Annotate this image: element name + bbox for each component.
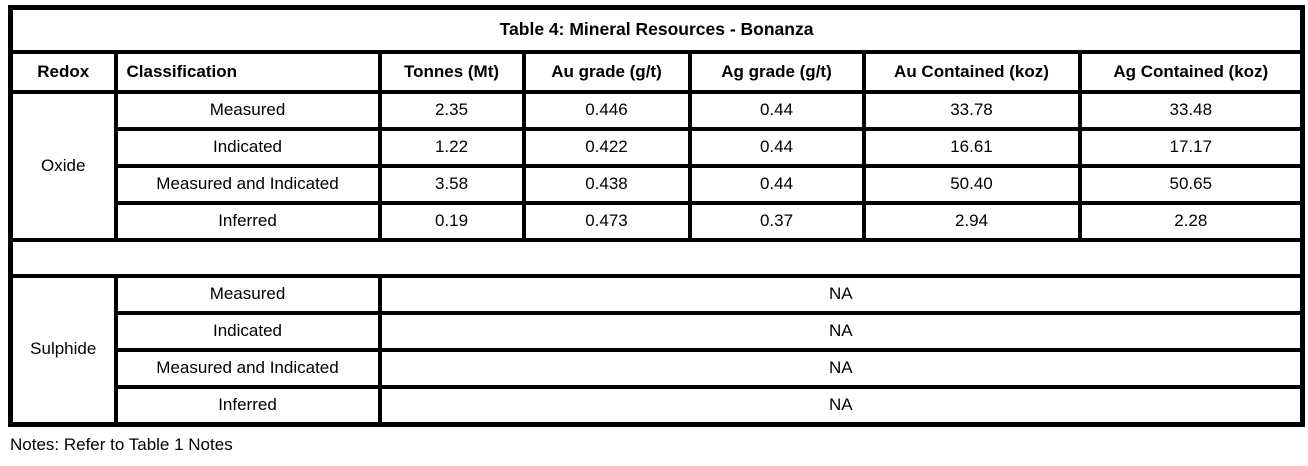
au-contained-cell: 50.40 bbox=[861, 164, 1082, 205]
ag-grade-cell: 0.44 bbox=[687, 164, 866, 205]
classification-cell: Inferred bbox=[113, 201, 382, 242]
col-header-ag-contained: Ag Contained (koz) bbox=[1077, 50, 1305, 94]
table-row-sulphide-measured-and-indicated: Measured and Indicated NA bbox=[11, 348, 1305, 389]
redox-cell-oxide: Oxide bbox=[8, 90, 118, 242]
col-header-classification: Classification bbox=[113, 50, 382, 94]
tonnes-cell: 2.35 bbox=[377, 90, 526, 131]
col-header-ag-grade: Ag grade (g/t) bbox=[687, 50, 866, 94]
classification-cell: Measured and Indicated bbox=[113, 348, 382, 389]
col-header-tonnes: Tonnes (Mt) bbox=[377, 50, 526, 94]
table-title: Table 4: Mineral Resources - Bonanza bbox=[8, 5, 1305, 54]
na-merged-cell: NA bbox=[377, 311, 1305, 352]
au-grade-cell: 0.422 bbox=[521, 127, 692, 168]
classification-cell: Measured bbox=[113, 90, 382, 131]
classification-cell: Indicated bbox=[113, 311, 382, 352]
col-header-au-grade: Au grade (g/t) bbox=[521, 50, 692, 94]
au-grade-cell: 0.473 bbox=[521, 201, 692, 242]
classification-cell: Measured and Indicated bbox=[113, 164, 382, 205]
na-merged-cell: NA bbox=[377, 385, 1305, 426]
col-header-au-contained: Au Contained (koz) bbox=[861, 50, 1082, 94]
separator-cell bbox=[8, 238, 1305, 278]
table-row-sulphide-indicated: Indicated NA bbox=[11, 311, 1305, 352]
na-merged-cell: NA bbox=[377, 274, 1305, 315]
table-row-sulphide-measured: Sulphide Measured NA bbox=[8, 274, 1305, 426]
table-row-oxide-inferred: Inferred 0.19 0.473 0.37 2.94 2.28 bbox=[11, 201, 1305, 242]
ag-grade-cell: 0.37 bbox=[687, 201, 866, 242]
ag-contained-cell: 2.28 bbox=[1077, 201, 1305, 242]
ag-contained-cell: 50.65 bbox=[1077, 164, 1305, 205]
au-contained-cell: 16.61 bbox=[861, 127, 1082, 168]
na-merged-cell: NA bbox=[377, 348, 1305, 389]
classification-cell: Inferred bbox=[113, 385, 382, 426]
title-row: Table 4: Mineral Resources - Bonanza bbox=[8, 5, 1305, 54]
classification-cell: Indicated bbox=[113, 127, 382, 168]
separator-row bbox=[8, 238, 1305, 278]
ag-contained-cell: 33.48 bbox=[1077, 90, 1305, 131]
tonnes-cell: 3.58 bbox=[377, 164, 526, 205]
header-row: Redox Classification Tonnes (Mt) Au grad… bbox=[8, 50, 1305, 94]
au-contained-cell: 33.78 bbox=[861, 90, 1082, 131]
au-grade-cell: 0.438 bbox=[521, 164, 692, 205]
table-row-oxide-indicated: Indicated 1.22 0.422 0.44 16.61 17.17 bbox=[11, 127, 1305, 168]
table-row-oxide-measured-and-indicated: Measured and Indicated 3.58 0.438 0.44 5… bbox=[11, 164, 1305, 205]
tonnes-cell: 0.19 bbox=[377, 201, 526, 242]
au-contained-cell: 2.94 bbox=[861, 201, 1082, 242]
classification-cell: Measured bbox=[113, 274, 382, 315]
ag-contained-cell: 17.17 bbox=[1077, 127, 1305, 168]
table-row-sulphide-inferred: Inferred NA bbox=[11, 385, 1305, 426]
mineral-resources-table: Table 4: Mineral Resources - Bonanza Red… bbox=[8, 5, 1306, 427]
au-grade-cell: 0.446 bbox=[521, 90, 692, 131]
ag-grade-cell: 0.44 bbox=[687, 127, 866, 168]
ag-grade-cell: 0.44 bbox=[687, 90, 866, 131]
redox-cell-sulphide: Sulphide bbox=[8, 274, 118, 426]
table-notes: Notes: Refer to Table 1 Notes bbox=[10, 434, 233, 454]
tonnes-cell: 1.22 bbox=[377, 127, 526, 168]
table-row-oxide-measured: Oxide Measured 2.35 0.446 0.44 33.78 33.… bbox=[8, 90, 1305, 242]
col-header-redox: Redox bbox=[8, 50, 118, 94]
